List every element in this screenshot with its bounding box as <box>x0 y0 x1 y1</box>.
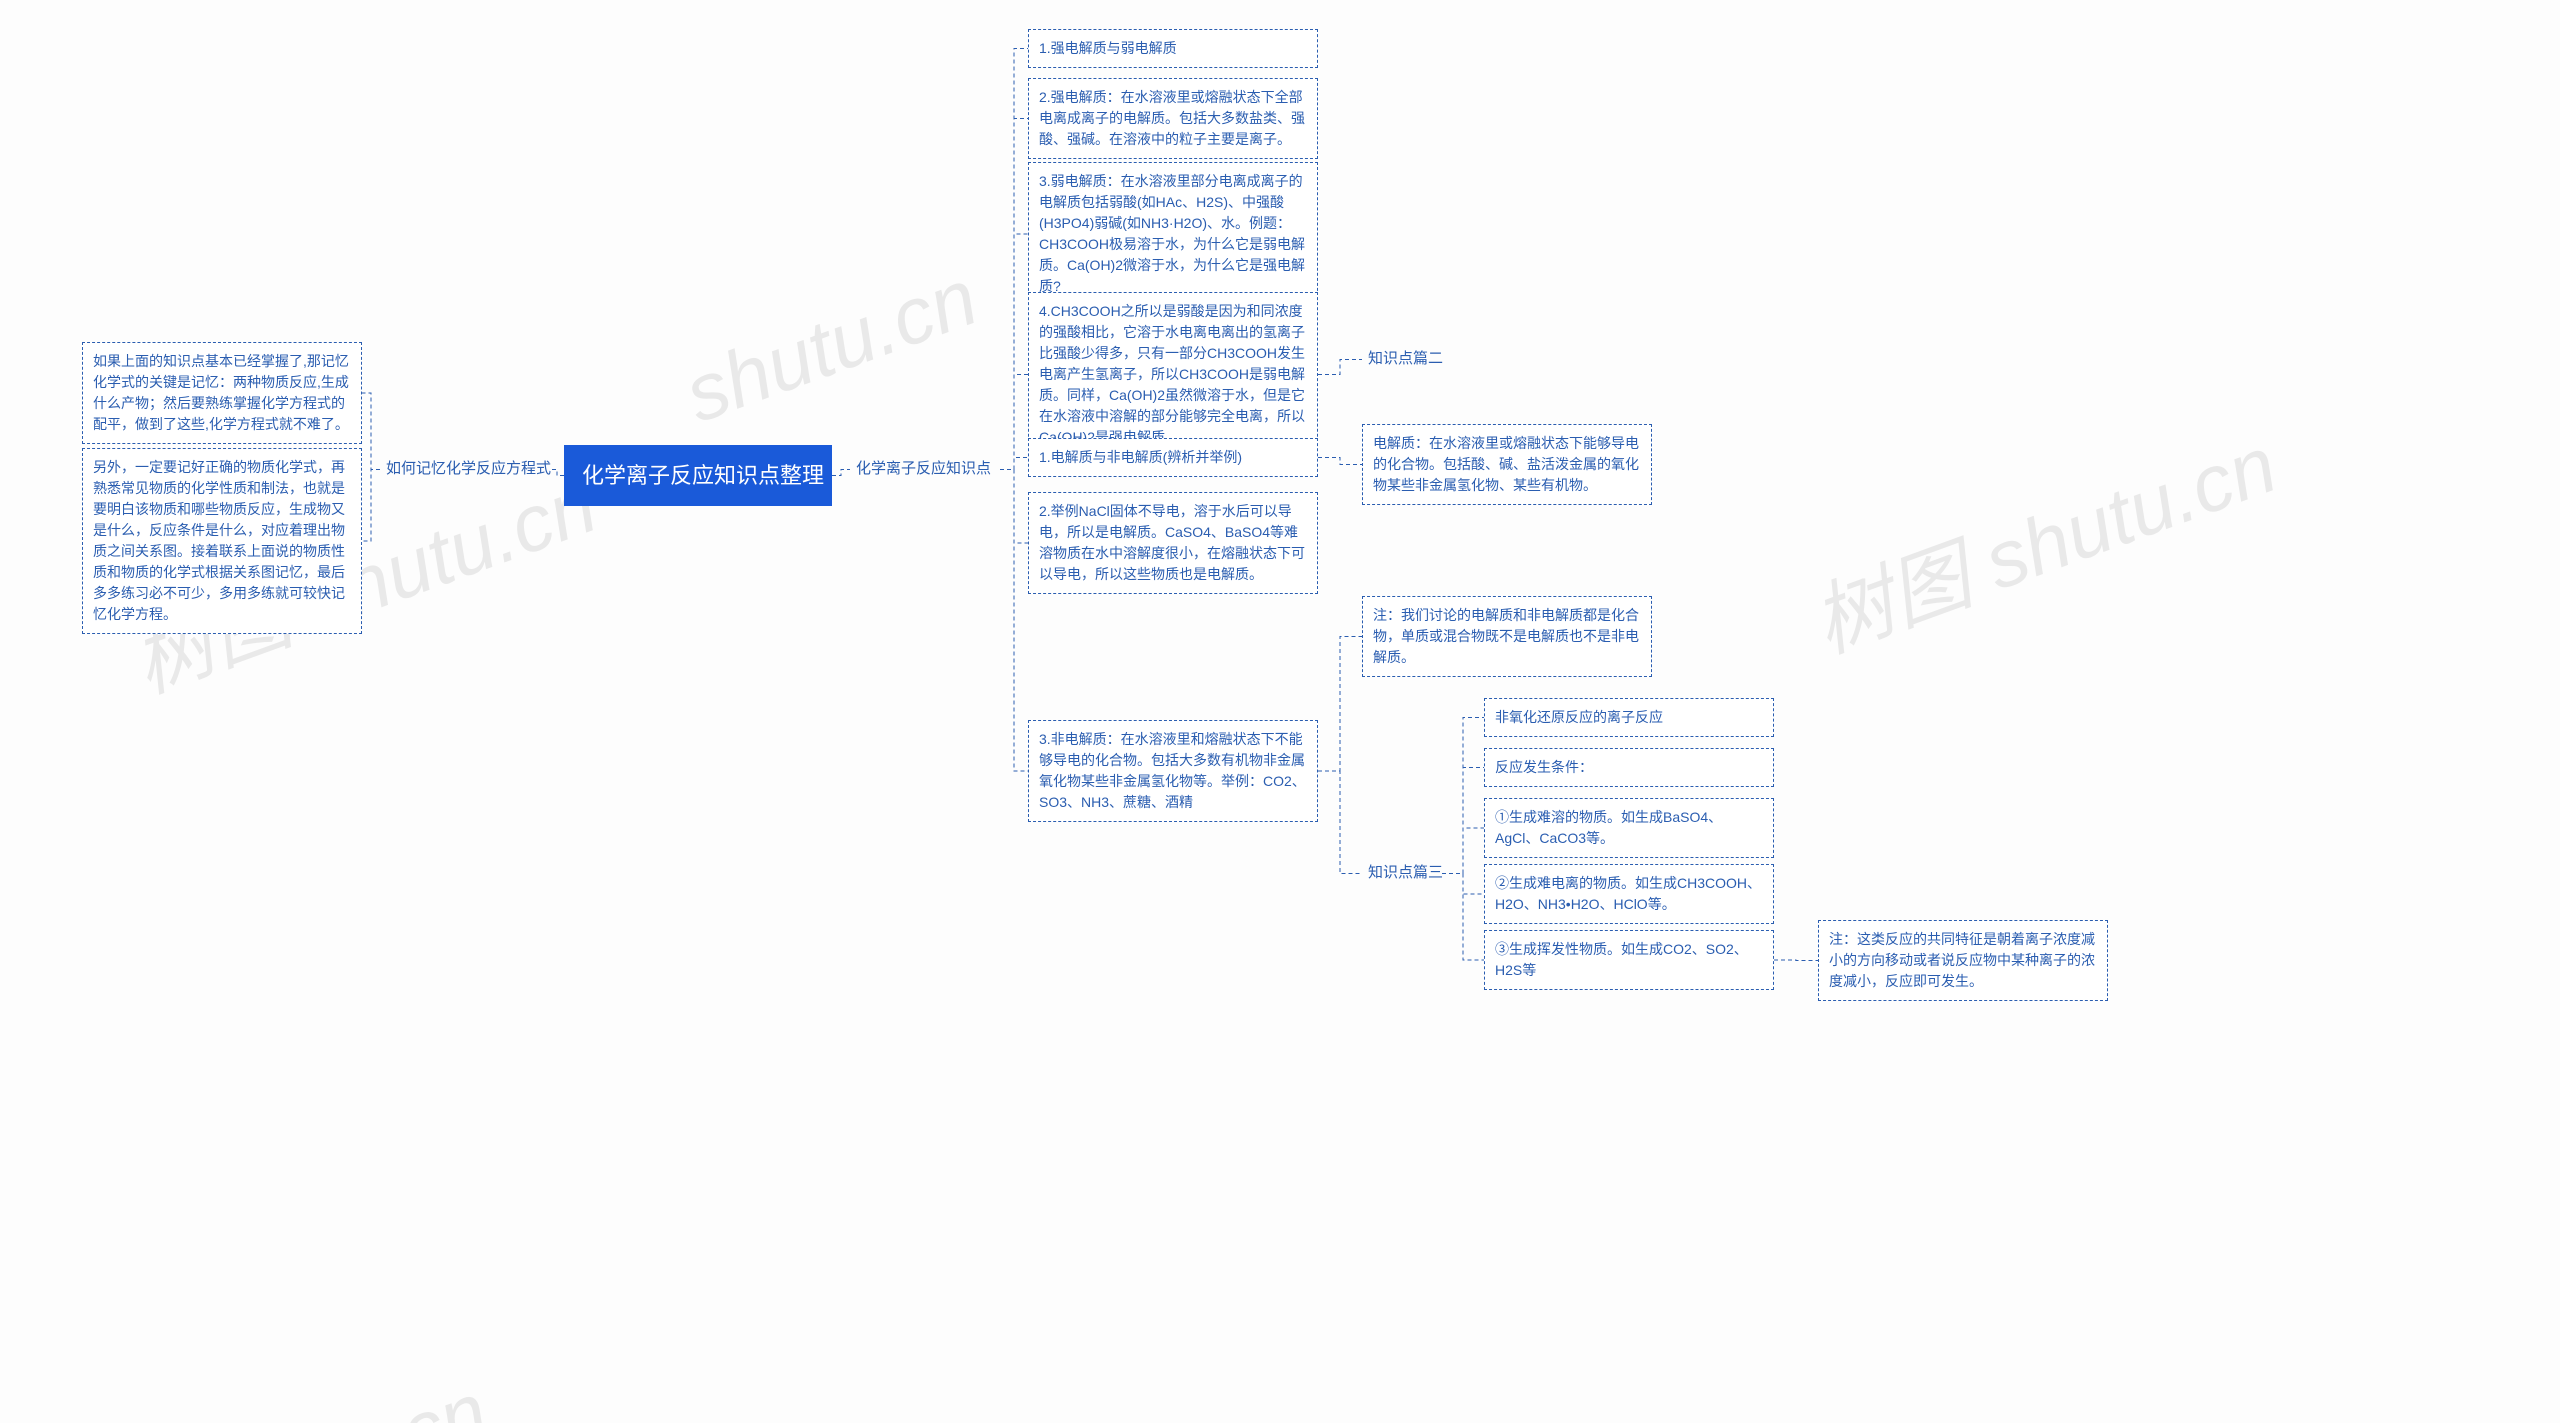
mindmap-node: ②生成难电离的物质。如生成CH3COOH、H2O、NH3•H2O、HClO等。 <box>1484 864 1774 924</box>
mindmap-node: 2.强电解质：在水溶液里或熔融状态下全部电离成离子的电解质。包括大多数盐类、强酸… <box>1028 78 1318 159</box>
mindmap-node: 3.弱电解质：在水溶液里部分电离成离子的电解质包括弱酸(如HAc、H2S)、中强… <box>1028 162 1318 306</box>
mindmap-node: 1.电解质与非电解质(辨析并举例) <box>1028 438 1318 477</box>
watermark: shutu.cn <box>673 251 989 441</box>
mindmap-node: 注：我们讨论的电解质和非电解质都是化合物，单质或混合物既不是电解质也不是非电解质… <box>1362 596 1652 677</box>
mindmap-node: 化学离子反应知识点 <box>850 454 1000 485</box>
mindmap-node: 注：这类反应的共同特征是朝着离子浓度减小的方向移动或者说反应物中某种离子的浓度减… <box>1818 920 2108 1001</box>
mindmap-node: 另外，一定要记好正确的物质化学式，再熟悉常见物质的化学性质和制法，也就是要明白该… <box>82 448 362 634</box>
mindmap-node: ①生成难溶的物质。如生成BaSO4、AgCl、CaCO3等。 <box>1484 798 1774 858</box>
mindmap-node: 2.举例NaCl固体不导电，溶于水后可以导电，所以是电解质。CaSO4、BaSO… <box>1028 492 1318 594</box>
mindmap-node: 知识点篇三 <box>1362 858 1442 889</box>
mindmap-node: 4.CH3COOH之所以是弱酸是因为和同浓度的强酸相比，它溶于水电离电离出的氢离… <box>1028 292 1318 457</box>
watermark: 树图 shutu.cn <box>1795 401 2290 676</box>
mindmap-node: ③生成挥发性物质。如生成CO2、SO2、H2S等 <box>1484 930 1774 990</box>
mindmap-node: 电解质：在水溶液里或熔融状态下能够导电的化合物。包括酸、碱、盐活泼金属的氧化物某… <box>1362 424 1652 505</box>
mindmap-node: 反应发生条件： <box>1484 748 1774 787</box>
mindmap-node: 如何记忆化学反应方程式 <box>380 454 550 485</box>
mindmap-node: 3.非电解质：在水溶液里和熔融状态下不能够导电的化合物。包括大多数有机物非金属氧… <box>1028 720 1318 822</box>
mindmap-node: 如果上面的知识点基本已经掌握了,那记忆化学式的关键是记忆：两种物质反应,生成什么… <box>82 342 362 444</box>
mindmap-node: 化学离子反应知识点整理 <box>564 445 832 506</box>
mindmap-node: 非氧化还原反应的离子反应 <box>1484 698 1774 737</box>
mindmap-node: 1.强电解质与弱电解质 <box>1028 29 1318 68</box>
watermark: .cn <box>367 1365 499 1423</box>
mindmap-node: 知识点篇二 <box>1362 344 1442 375</box>
